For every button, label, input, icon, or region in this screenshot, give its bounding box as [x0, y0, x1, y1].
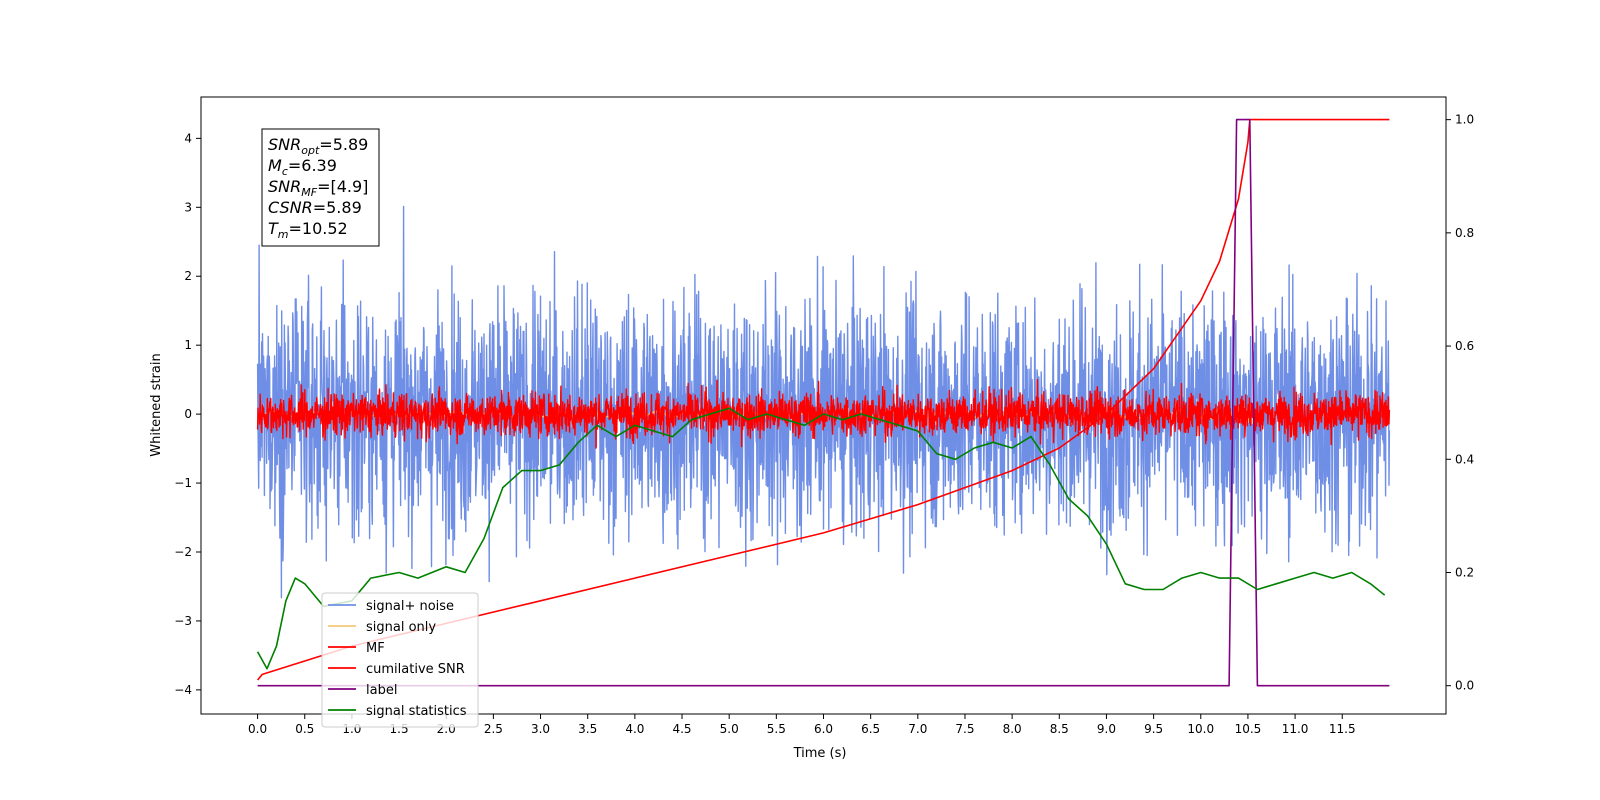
x-tick-label: 4.0 — [625, 722, 644, 736]
annotation-line: SNRMF=[4.9] — [268, 177, 368, 199]
x-tick-label: 8.5 — [1050, 722, 1069, 736]
annotation-line: SNRopt=5.89 — [268, 135, 368, 157]
legend-label: signal+ noise — [366, 599, 454, 614]
x-tick-label: 0.5 — [295, 722, 314, 736]
x-tick-label: 9.5 — [1144, 722, 1163, 736]
legend-label: signal only — [366, 620, 436, 635]
x-tick-label: 6.5 — [861, 722, 880, 736]
legend-box — [321, 592, 479, 728]
x-tick-label: 9.0 — [1097, 722, 1116, 736]
y-tick-label: 0 — [184, 407, 192, 421]
x-tick-label: 7.0 — [908, 722, 927, 736]
annotation-box — [261, 128, 380, 247]
y-tick-label: −1 — [174, 476, 192, 490]
axes: 0.0 0.5 1.0 1.5 2.0 2.5 3.0 3.5 4.0 4.5 5.0 5.5 6.0 6… — [174, 96, 1474, 736]
x-tick-label: 0.0 — [248, 722, 267, 736]
y-tick-label: −4 — [174, 683, 192, 697]
x-axis-label: Time (s) — [793, 746, 847, 761]
x-tick-label: 4.5 — [672, 722, 691, 736]
y-tick-label: 2 — [184, 269, 192, 283]
x-tick-label: 11.0 — [1282, 722, 1309, 736]
x-tick-label: 2.5 — [484, 722, 503, 736]
y2-tick-label: 1.0 — [1455, 113, 1474, 127]
y2-tick-label: 0.4 — [1455, 452, 1474, 466]
legend-label: label — [366, 683, 397, 698]
legend: signal+ noise signal only MF cumilative SNR… — [321, 592, 479, 728]
x-tick-label: 5.5 — [767, 722, 786, 736]
x-tick-label: 3.5 — [578, 722, 597, 736]
series-line-0 — [256, 205, 1391, 599]
annotation-line: Tm=10.52 — [268, 219, 348, 241]
x-tick-label: 3.0 — [531, 722, 550, 736]
y-axis-label: Whitened strain — [149, 353, 164, 456]
y2-tick-label: 0.2 — [1455, 565, 1474, 579]
y-tick-label: −3 — [174, 614, 192, 628]
x-tick-label: 11.5 — [1329, 722, 1356, 736]
legend-label: MF — [366, 641, 385, 656]
x-tick-label: 7.5 — [955, 722, 974, 736]
y2-tick-label: 0.0 — [1455, 679, 1474, 693]
x-tick-label: 8.0 — [1003, 722, 1022, 736]
x-tick-label: 5.0 — [720, 722, 739, 736]
legend-label: cumilative SNR — [366, 662, 465, 677]
series-line-2 — [256, 378, 1391, 449]
x-tick-label: 10.5 — [1235, 722, 1262, 736]
annotation-line: CSNR=5.89 — [268, 198, 362, 217]
annotation-line: Mc=6.39 — [268, 156, 337, 178]
y-tick-label: 1 — [184, 338, 192, 352]
y2-tick-label: 0.6 — [1455, 339, 1474, 353]
y2-tick-label: 0.8 — [1455, 226, 1474, 240]
legend-label: signal statistics — [366, 704, 467, 719]
series-line-5 — [256, 407, 1386, 670]
y-tick-label: 3 — [184, 200, 192, 214]
y-tick-label: −2 — [174, 545, 192, 559]
x-tick-label: 6.0 — [814, 722, 833, 736]
series-line-4 — [257, 118, 1390, 687]
x-tick-label: 10.0 — [1187, 722, 1214, 736]
y-tick-label: 4 — [184, 131, 192, 145]
